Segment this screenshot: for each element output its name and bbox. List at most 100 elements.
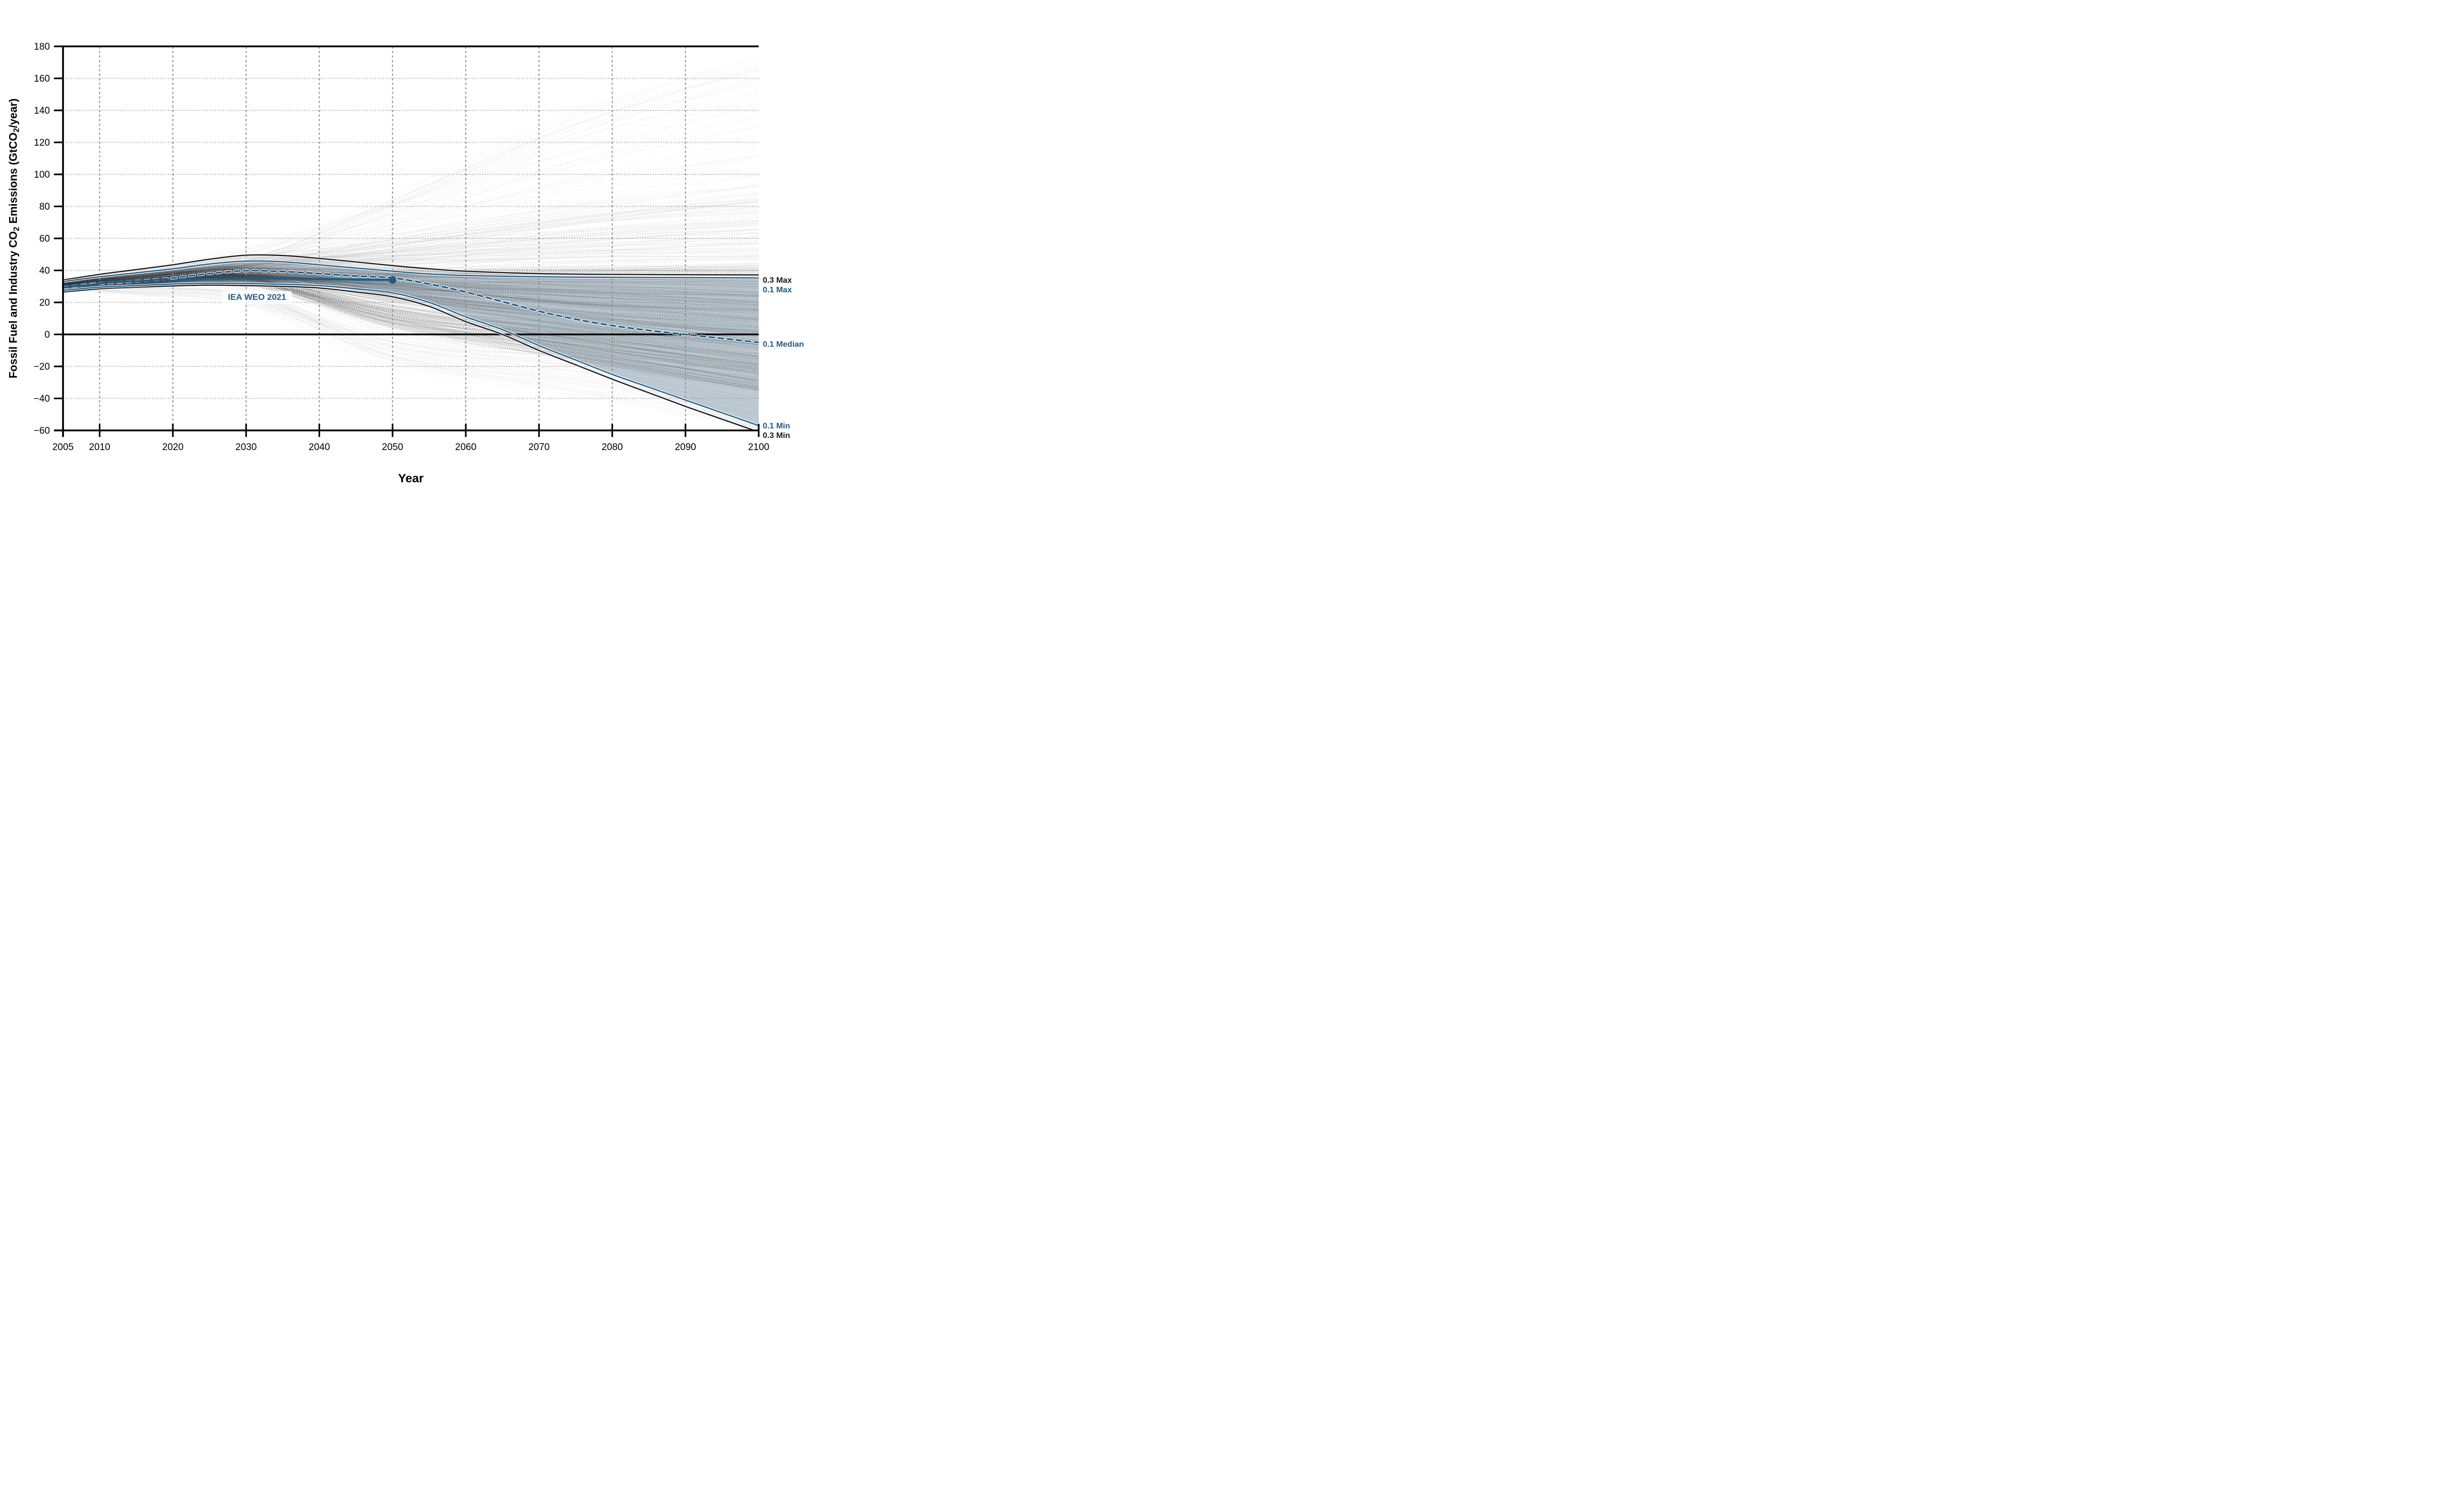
ensemble-line [63,283,759,346]
ensemble-line [63,286,759,416]
x-tick-label-2050: 2050 [382,442,403,453]
x-axis-title: Year [398,472,424,485]
ensemble-line [63,288,759,382]
ensemble-line [63,269,759,337]
ensemble-line [63,266,759,283]
ensemble-line [63,274,759,379]
ensemble-line [63,280,759,402]
ensemble-line [63,268,759,309]
ensemble-line [63,266,759,289]
ensemble-line [63,212,759,286]
ensemble-line [63,66,759,283]
ensemble-line [63,282,759,409]
ensemble-line [63,276,759,373]
ensemble-line [63,170,759,285]
x-tick-label-2090: 2090 [675,442,696,453]
ensemble-line [63,274,759,388]
y-tick-label-40: 40 [39,266,50,276]
ensemble-line [63,288,759,421]
ensemble-line [63,280,759,385]
ensemble-line [63,284,759,421]
ensemble-line [63,276,759,356]
ensemble-line [63,273,759,287]
ensemble-line [63,259,759,290]
ensemble-line [63,94,759,282]
ensemble-line [63,276,759,376]
ensemble-line [63,65,759,284]
y-tick-label-60: 60 [39,234,50,244]
ensemble-line [63,277,759,305]
ensemble-line [63,68,759,281]
ensemble-line [63,273,759,356]
ensemble-line [63,267,759,285]
ensemble-line [63,277,759,290]
ensemble-line [63,269,759,363]
ensemble-line [63,262,759,286]
ensemble-line [63,276,759,297]
ensemble-line [63,264,759,290]
ensemble-line [63,270,759,284]
ensemble-line [63,194,759,283]
ensemble-line [63,265,759,288]
ensemble-line [63,230,759,284]
ensemble-line [63,285,759,423]
ensemble-line [63,192,759,284]
ensemble-line [63,283,759,427]
ensemble-line [63,274,759,345]
ensemble-line [63,199,759,284]
ensemble-line [63,200,759,291]
ensemble-line [63,78,759,285]
ensemble-line [63,268,759,283]
ensemble-line [63,262,759,283]
ensemble-line [63,121,759,282]
ensemble-line [63,267,759,298]
ensemble-line [63,201,759,291]
ensemble-line [63,273,759,390]
ensemble-line [63,92,759,283]
x-tick-label-2070: 2070 [528,442,549,453]
ensemble-line [63,281,759,365]
ensemble-line [63,182,759,287]
envelope-0-3-max-line [63,254,759,281]
ensemble-line [63,267,759,332]
ensemble-line [63,243,759,281]
ensemble-line [63,287,759,405]
ensemble-line [63,276,759,293]
ensemble-line [63,266,759,345]
ensemble-line [63,284,759,409]
ensemble-line [63,278,759,380]
ensemble-line [63,271,759,336]
ensemble-line [63,273,759,387]
ensemble-line [63,289,759,389]
ensemble-line [63,282,759,398]
ensemble-line [63,276,759,290]
ensemble-line [63,276,759,296]
ensemble-line [63,284,759,403]
ensemble-line [63,277,759,324]
ensemble-line [63,286,759,384]
ensemble-line [63,274,759,299]
ensemble-line [63,285,759,427]
ensemble-line [63,276,759,338]
ensemble-line [63,270,759,342]
ensemble-line [63,200,759,288]
ensemble-line [63,268,759,330]
label-0-1-max: 0.1 Max [763,286,792,295]
ensemble-line [63,203,759,290]
ensemble-line [63,195,759,291]
ensemble-line [63,211,759,284]
x-tick-label-2010: 2010 [89,442,110,453]
ensemble-line [63,277,759,287]
label-0-3-min: 0.3 Min [763,431,790,440]
ensemble-line [63,137,759,284]
ensemble-line [63,279,759,287]
ensemble-line [63,198,759,284]
ensemble-line [63,175,759,283]
ensemble-line [63,270,759,286]
ensemble-line [63,140,759,286]
ensemble-line [63,280,759,389]
y-tick-label-180: 180 [34,42,50,52]
ensemble-line [63,279,759,369]
